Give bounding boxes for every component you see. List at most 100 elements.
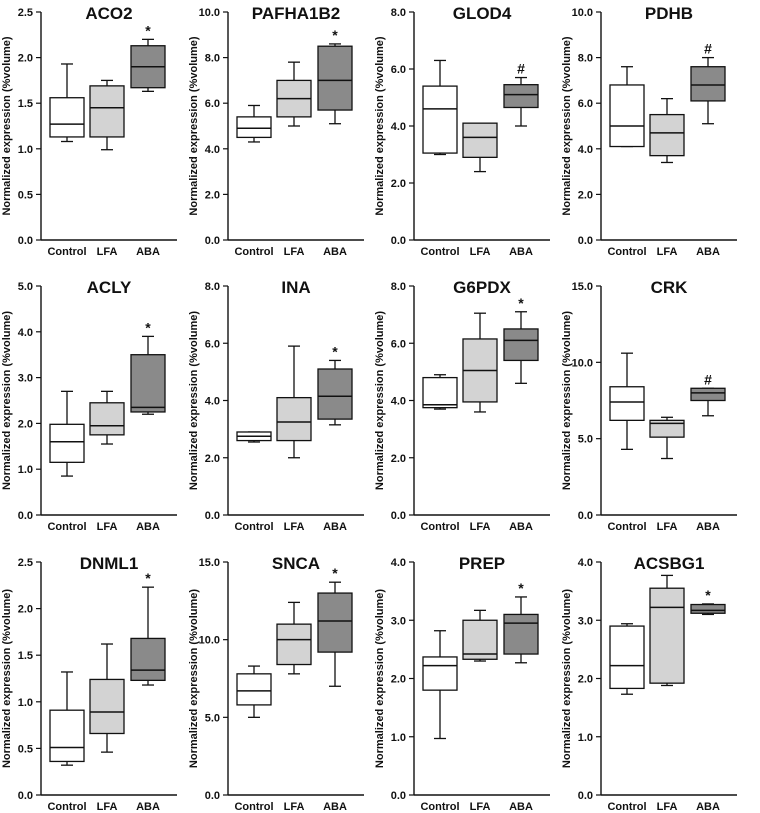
y-tick-label: 1.0 (578, 732, 593, 744)
box-iqr (130, 637, 166, 682)
x-tick-label: LFA (97, 801, 118, 813)
panel-ina: 0.0 2.0 4.0 6.0 8.0 Normalized expression (%v… (188, 278, 364, 533)
x-tick-label: Control (420, 246, 459, 258)
y-tick-label: 6.0 (578, 98, 593, 110)
panel-g6pdx: 0.0 2.0 4.0 6.0 8.0 Normalized expression (%v… (374, 278, 550, 533)
box-iqr (89, 85, 125, 138)
y-tick-label: 2.5 (18, 7, 33, 19)
y-tick-label: 1.0 (18, 144, 33, 156)
y-tick-label: 4.0 (18, 327, 33, 339)
x-tick-label: ABA (323, 801, 347, 813)
y-tick-label: 2.0 (18, 604, 33, 616)
x-tick-label: Control (47, 521, 86, 533)
y-axis-label: Normalized expression (%volume) (1, 589, 13, 768)
y-tick-label: 2.5 (18, 557, 33, 569)
y-tick-label: 2.0 (391, 674, 406, 686)
y-tick-label: 3.0 (578, 615, 593, 627)
box-iqr (49, 423, 85, 463)
y-tick-label: 2.0 (391, 453, 406, 465)
y-tick-label: 0.0 (205, 235, 220, 247)
x-tick-label: LFA (284, 521, 305, 533)
box-iqr (462, 122, 498, 159)
y-tick-label: 0.5 (18, 743, 33, 755)
x-tick-label: ABA (136, 801, 160, 813)
x-tick-label: Control (607, 521, 646, 533)
x-tick-label: Control (47, 801, 86, 813)
x-tick-label: LFA (284, 246, 305, 258)
y-tick-label: 6.0 (205, 338, 220, 350)
y-tick-label: 0.0 (18, 510, 33, 522)
significance-marker: * (705, 587, 711, 603)
box-aba: * (130, 570, 166, 686)
x-tick-label: ABA (136, 246, 160, 258)
chart-title: INA (281, 278, 310, 297)
box-iqr (317, 592, 353, 653)
y-axis-label: Normalized expression (%volume) (561, 36, 573, 215)
panel-acly: 0.0 1.0 2.0 3.0 4.0 5.0 Normalized expression … (1, 278, 177, 533)
y-tick-label: 10.0 (572, 357, 593, 369)
box-iqr (49, 709, 85, 763)
box-control (422, 630, 458, 740)
chart-title: PAFHA1B2 (252, 4, 340, 23)
box-control (236, 431, 272, 443)
chart-title: PDHB (645, 4, 693, 23)
significance-marker: * (332, 343, 338, 359)
box-aba: * (503, 295, 539, 384)
y-tick-label: 15.0 (199, 557, 220, 569)
box-lfa (89, 79, 125, 151)
box-iqr (276, 396, 312, 442)
x-tick-label: Control (234, 801, 273, 813)
box-aba: * (503, 580, 539, 664)
box-aba: * (317, 565, 353, 687)
y-tick-label: 1.5 (18, 650, 33, 662)
y-tick-label: 4.0 (205, 396, 220, 408)
box-control (609, 66, 645, 148)
x-tick-label: Control (607, 246, 646, 258)
box-aba: * (130, 319, 166, 415)
box-iqr (89, 402, 125, 436)
box-control (236, 665, 272, 718)
box-iqr (609, 625, 645, 690)
box-iqr (503, 613, 539, 655)
box-lfa (649, 574, 685, 687)
x-tick-label: Control (234, 246, 273, 258)
box-control (49, 671, 85, 766)
y-tick-label: 1.0 (18, 697, 33, 709)
x-tick-label: ABA (323, 521, 347, 533)
significance-marker: * (145, 570, 151, 586)
y-axis-label: Normalized expression (%volume) (374, 36, 386, 215)
chart-title: GLOD4 (453, 4, 512, 23)
box-control (49, 390, 85, 477)
y-tick-label: 5.0 (578, 434, 593, 446)
box-iqr (649, 113, 685, 157)
y-tick-label: 2.0 (391, 178, 406, 190)
box-control (422, 374, 458, 410)
x-tick-label: LFA (657, 521, 678, 533)
box-lfa (276, 601, 312, 675)
box-iqr (609, 84, 645, 148)
box-iqr (503, 84, 539, 109)
box-iqr (89, 678, 125, 735)
panel-aco2: 0.0 0.5 1.0 1.5 2.0 2.5 Normalized expression … (1, 4, 177, 258)
y-tick-label: 4.0 (391, 557, 406, 569)
y-tick-label: 0.0 (205, 510, 220, 522)
y-tick-label: 0.0 (578, 235, 593, 247)
box-iqr (462, 619, 498, 660)
box-aba: # (503, 61, 539, 127)
y-tick-label: 2.0 (18, 418, 33, 430)
chart-title: CRK (651, 278, 689, 297)
significance-marker: # (704, 371, 712, 387)
y-axis-label: Normalized expression (%volume) (374, 589, 386, 768)
y-tick-label: 1.0 (18, 464, 33, 476)
box-lfa (276, 61, 312, 127)
box-lfa (649, 416, 685, 460)
box-lfa (89, 643, 125, 753)
box-iqr (690, 387, 726, 402)
box-iqr (317, 45, 353, 111)
y-tick-label: 5.0 (205, 712, 220, 724)
x-tick-label: LFA (470, 246, 491, 258)
x-tick-label: ABA (509, 521, 533, 533)
y-tick-label: 5.0 (18, 281, 33, 293)
y-tick-label: 10.0 (572, 7, 593, 19)
chart-title: ACSBG1 (634, 554, 705, 573)
